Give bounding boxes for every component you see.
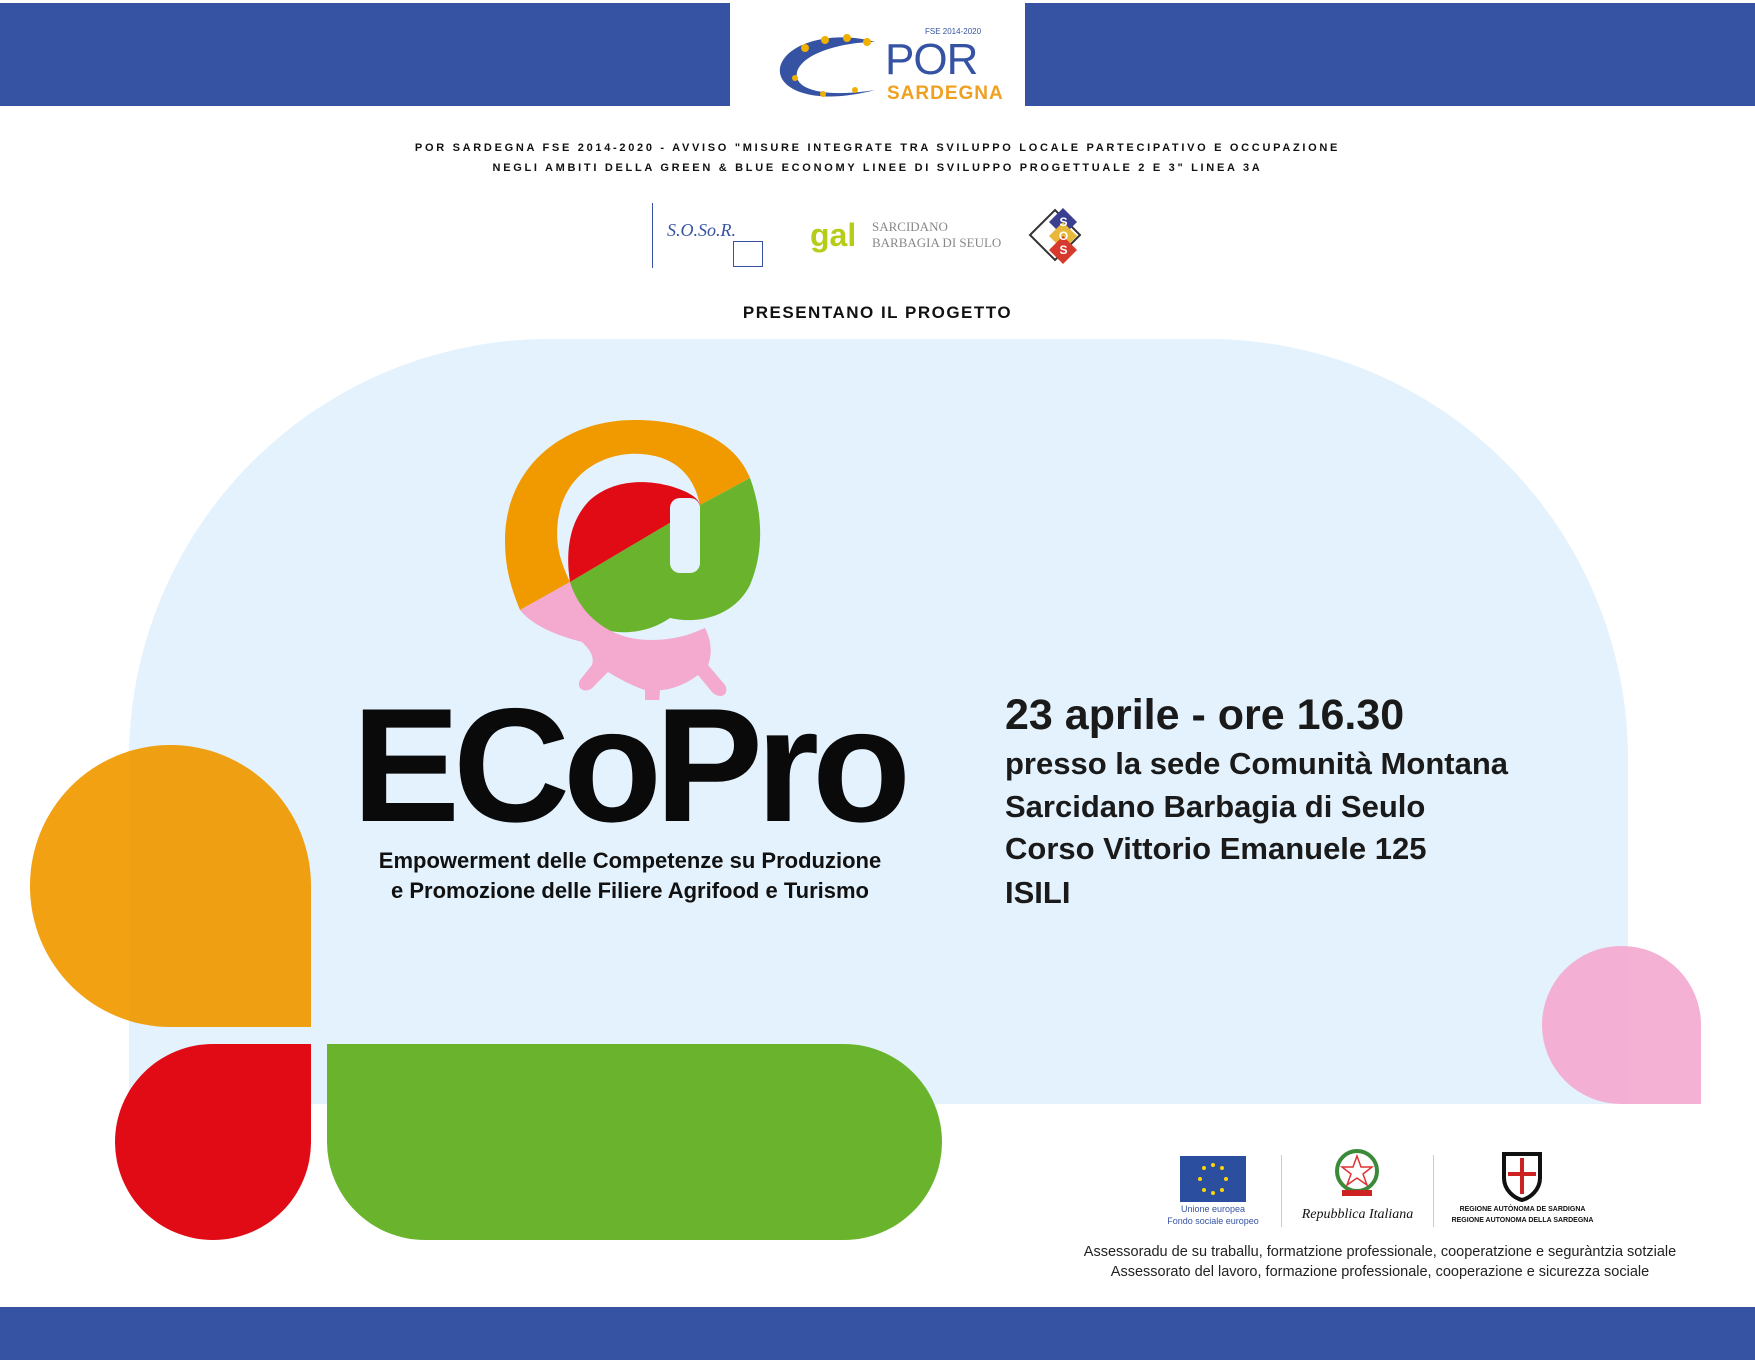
- top-bar-left: [0, 3, 730, 106]
- eu-swirl-icon: [779, 34, 875, 97]
- project-title: ECoPro: [352, 675, 911, 856]
- sardegna-caption-2: REGIONE AUTONOMA DELLA SARDEGNA: [1451, 1217, 1594, 1224]
- eu-stars-icon: [1198, 1163, 1228, 1195]
- light-blue-panel: [129, 339, 1628, 1104]
- por-sardegna-logo: FSE 2014-2020 POR SARDEGNA: [775, 27, 1003, 108]
- sardegna-caption-1: REGIONE AUTÒNOMA DE SARDIGNA: [1459, 1206, 1586, 1213]
- divider: [1281, 1155, 1282, 1227]
- sardegna-text: SARDEGNA: [887, 83, 1004, 104]
- header-line-1: POR SARDEGNA FSE 2014-2020 - AVVISO "MIS…: [414, 142, 1341, 154]
- por-text: POR: [885, 35, 978, 84]
- event-city: ISILI: [1005, 875, 1071, 910]
- green-petal: [327, 1044, 942, 1240]
- event-address: Corso Vittorio Emanuele 125: [1005, 831, 1427, 866]
- sos-letters: SOS: [1058, 215, 1069, 257]
- divider: [1433, 1155, 1434, 1227]
- red-petal: [115, 1044, 311, 1240]
- eu-flag: [1180, 1156, 1246, 1202]
- eu-caption-1: Unione europea: [1180, 1204, 1246, 1214]
- sos-logo: SOS: [1025, 205, 1105, 267]
- pink-petal: [1542, 946, 1701, 1104]
- presentano-label: PRESENTANO IL PROGETTO: [742, 303, 1013, 322]
- top-bar-right: [1025, 3, 1755, 106]
- ecopro-at-logo: [505, 420, 761, 700]
- sardegna-emblem: [1502, 1152, 1542, 1202]
- assessorato-line-2: Assessorato del lavoro, formazione profe…: [1110, 1264, 1650, 1280]
- bottom-bar: [0, 1307, 1755, 1360]
- italy-caption: Repubblica Italiana: [1301, 1207, 1414, 1222]
- gal-logo: gal SARCIDANO BARBAGIA DI SEULO: [810, 217, 1002, 253]
- event-venue: presso la sede Comunità Montana: [1005, 746, 1508, 781]
- event-venue-2: Sarcidano Barbagia di Seulo: [1005, 789, 1426, 824]
- orange-petal: [30, 745, 311, 1027]
- project-subtitle-1: Empowerment delle Competenze su Produzio…: [378, 848, 882, 873]
- event-date: 23 aprile - ore 16.30: [1005, 691, 1405, 739]
- assessorato-line-1: Assessoradu de su traballu, formatzione …: [1083, 1244, 1677, 1260]
- por-small: FSE 2014-2020: [925, 27, 982, 36]
- sos-diamonds-icon: [1028, 208, 1082, 264]
- project-subtitle-2: e Promozione delle Filiere Agrifood e Tu…: [391, 878, 869, 903]
- sosor-logo: S.O.So.R.: [652, 203, 763, 268]
- italy-emblem: [1335, 1149, 1379, 1196]
- header-line-2: NEGLI AMBITI DELLA GREEN & BLUE ECONOMY …: [492, 162, 1263, 174]
- eu-caption-2: Fondo sociale europeo: [1167, 1216, 1259, 1226]
